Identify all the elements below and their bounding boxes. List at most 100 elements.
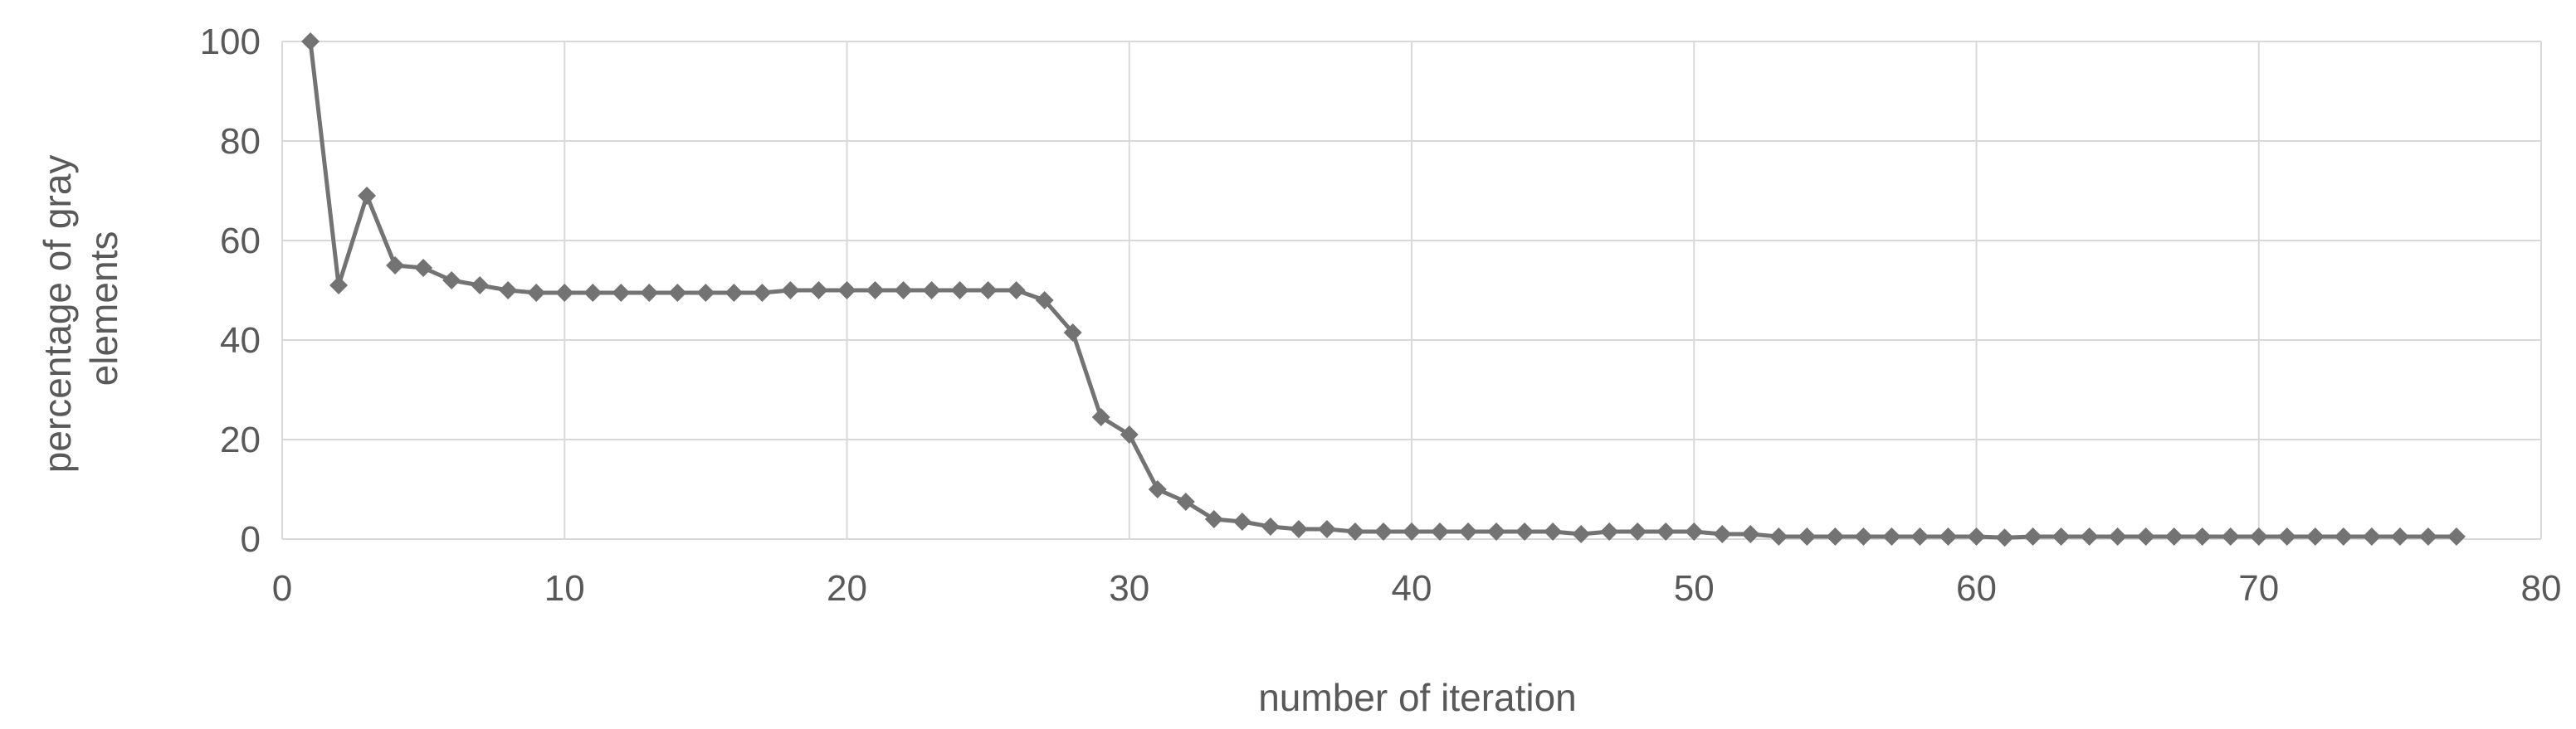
data-point-marker <box>1628 522 1647 541</box>
data-point-marker <box>1882 527 1901 546</box>
data-point-marker <box>2447 527 2466 546</box>
data-point-marker <box>414 259 433 277</box>
data-point-marker <box>668 284 687 302</box>
data-point-marker <box>2305 527 2325 546</box>
data-point-marker <box>1854 527 1873 546</box>
data-point-marker <box>1656 522 1676 541</box>
data-point-marker <box>1826 527 1845 546</box>
data-point-marker <box>358 187 377 205</box>
series-line <box>308 41 2456 540</box>
y-tick-label: 100 <box>200 22 261 62</box>
data-point-marker <box>2193 527 2212 546</box>
y-tick-label: 60 <box>220 221 261 261</box>
y-axis-title-line-2: elements <box>82 231 125 386</box>
data-point-marker <box>1910 527 1930 546</box>
data-point-marker <box>809 281 828 299</box>
data-point-marker <box>471 276 490 294</box>
data-point-marker <box>922 281 941 299</box>
data-point-marker <box>2023 527 2042 546</box>
data-point-marker <box>753 284 772 302</box>
data-point-marker <box>1939 527 1958 546</box>
y-axis-title: percentage of gray elements <box>36 144 125 473</box>
x-tick-label: 20 <box>827 568 867 609</box>
data-point-marker <box>1713 525 1732 543</box>
data-point-marker <box>950 281 969 299</box>
data-point-marker <box>1995 528 2014 547</box>
data-point-marker <box>2334 527 2353 546</box>
data-point-marker <box>1544 522 1563 541</box>
data-point-marker <box>1232 513 1251 531</box>
data-point-marker <box>1261 518 1280 536</box>
data-point-marker <box>1685 522 1704 541</box>
data-point-marker <box>1204 510 1223 528</box>
data-point-marker <box>2418 527 2437 546</box>
x-tick-label: 80 <box>2521 568 2562 609</box>
data-point-marker <box>1515 522 1534 541</box>
y-tick-label: 0 <box>241 519 261 560</box>
data-point-marker <box>866 281 885 299</box>
x-tick-label: 0 <box>272 568 292 609</box>
data-point-marker <box>2136 527 2155 546</box>
data-point-marker <box>2249 527 2268 546</box>
data-point-marker <box>301 32 320 51</box>
data-point-marker <box>2052 527 2071 546</box>
data-point-marker <box>1431 522 1450 541</box>
data-point-marker <box>1063 323 1082 342</box>
data-point-marker <box>1176 493 1195 511</box>
data-point-marker <box>1035 291 1054 309</box>
data-point-marker <box>1373 522 1393 541</box>
data-point-marker <box>837 281 856 299</box>
x-tick-label: 60 <box>1956 568 1997 609</box>
x-tick-label: 70 <box>2238 568 2279 609</box>
data-point-marker <box>1741 525 1760 543</box>
data-point-marker <box>1007 281 1026 299</box>
data-point-marker <box>724 284 744 302</box>
data-point-marker <box>499 281 518 299</box>
data-point-marker <box>1120 425 1139 444</box>
data-point-marker <box>1487 522 1506 541</box>
data-point-marker <box>329 276 349 294</box>
data-point-marker <box>2362 527 2381 546</box>
data-point-marker <box>2277 527 2296 546</box>
data-point-marker <box>640 284 659 302</box>
data-point-marker <box>1345 522 1364 541</box>
data-point-marker <box>1769 527 1788 546</box>
data-point-marker <box>555 284 574 302</box>
data-point-marker <box>1600 522 1619 541</box>
y-axis-title-line-1: percentage of gray <box>36 155 79 474</box>
x-tick-label: 40 <box>1392 568 1432 609</box>
data-point-marker <box>1091 408 1110 426</box>
x-tick-label: 10 <box>544 568 585 609</box>
data-point-marker <box>1148 480 1167 498</box>
data-point-marker <box>894 281 913 299</box>
data-point-marker <box>1317 520 1336 538</box>
data-point-marker <box>1403 522 1421 541</box>
data-point-marker <box>2080 527 2099 546</box>
x-axis-title: number of iteration <box>1258 676 1577 719</box>
data-point-marker <box>2221 527 2240 546</box>
data-point-marker <box>781 281 800 299</box>
data-point-marker <box>1289 520 1308 538</box>
data-point-marker <box>2390 527 2409 546</box>
data-point-marker <box>1572 525 1591 543</box>
data-point-marker <box>2164 527 2183 546</box>
data-point-marker <box>1798 527 1817 546</box>
data-point-marker <box>583 284 603 302</box>
grid-lines <box>281 41 2542 540</box>
data-point-marker <box>978 281 998 299</box>
y-axis-ticks: 0 20 40 60 80 100 <box>200 22 261 560</box>
series-group <box>301 32 2466 547</box>
data-point-marker <box>1459 522 1478 541</box>
y-tick-label: 20 <box>220 420 261 460</box>
y-tick-label: 80 <box>220 121 261 162</box>
data-point-marker <box>386 256 405 275</box>
data-point-marker <box>442 271 461 289</box>
data-point-marker <box>527 284 546 302</box>
x-axis-ticks: 0 10 20 30 40 50 60 70 80 <box>272 568 2562 609</box>
x-tick-label: 50 <box>1674 568 1715 609</box>
y-tick-label: 40 <box>220 320 261 361</box>
data-point-marker <box>2108 527 2127 546</box>
data-point-marker <box>1967 527 1986 546</box>
x-tick-label: 30 <box>1109 568 1149 609</box>
